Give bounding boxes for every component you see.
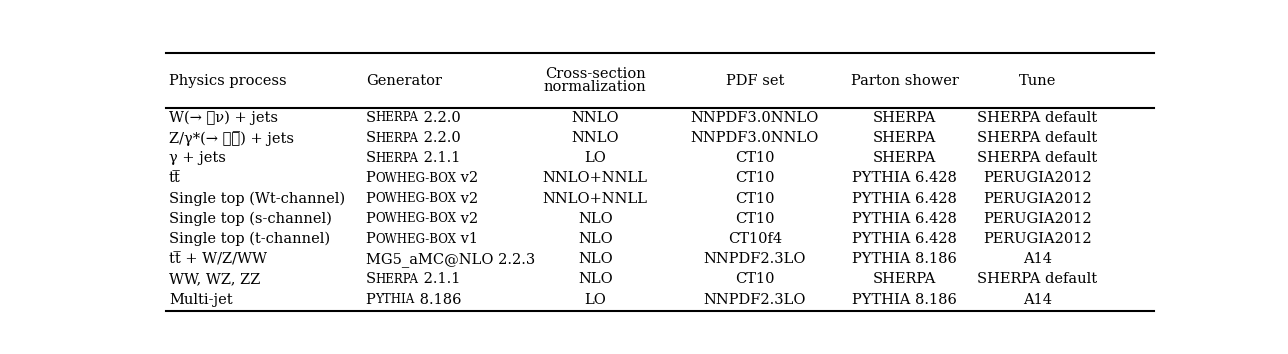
Text: OWHEG-BOX: OWHEG-BOX (375, 233, 456, 246)
Text: Tune: Tune (1019, 74, 1056, 88)
Text: WW, WZ, ZZ: WW, WZ, ZZ (169, 272, 260, 286)
Text: A14: A14 (1023, 252, 1052, 266)
Text: NNPDF3.0NNLO: NNPDF3.0NNLO (690, 111, 819, 125)
Text: P: P (366, 292, 375, 307)
Text: NNPDF2.3LO: NNPDF2.3LO (703, 252, 806, 266)
Text: PERUGIA2012: PERUGIA2012 (983, 192, 1092, 206)
Text: SHERPA: SHERPA (873, 131, 936, 145)
Text: LO: LO (585, 292, 607, 307)
Text: PDF set: PDF set (725, 74, 784, 88)
Text: Single top (Wt-channel): Single top (Wt-channel) (169, 192, 345, 206)
Text: A14: A14 (1023, 292, 1052, 307)
Text: 8.186: 8.186 (415, 292, 461, 307)
Text: SHERPA default: SHERPA default (978, 151, 1097, 165)
Text: LO: LO (585, 151, 607, 165)
Text: CT10: CT10 (735, 212, 774, 226)
Text: W(→ ℓν) + jets: W(→ ℓν) + jets (169, 111, 278, 125)
Text: NNLO: NNLO (572, 131, 620, 145)
Text: Single top (t-channel): Single top (t-channel) (169, 232, 330, 246)
Text: Single top (s-channel): Single top (s-channel) (169, 212, 332, 226)
Text: CT10: CT10 (735, 151, 774, 165)
Text: normalization: normalization (544, 80, 647, 95)
Text: P: P (366, 171, 375, 185)
Text: NNLO+NNLL: NNLO+NNLL (542, 171, 648, 185)
Text: CT10f4: CT10f4 (728, 232, 782, 246)
Text: PYTHIA 8.186: PYTHIA 8.186 (853, 292, 957, 307)
Text: tt̅: tt̅ (169, 171, 180, 185)
Text: PERUGIA2012: PERUGIA2012 (983, 171, 1092, 185)
Text: 2.2.0: 2.2.0 (419, 111, 461, 125)
Text: CT10: CT10 (735, 192, 774, 206)
Text: NNLO: NNLO (572, 111, 620, 125)
Text: PYTHIA 6.428: PYTHIA 6.428 (853, 212, 957, 226)
Text: HERPA: HERPA (376, 152, 419, 165)
Text: MG5_aMC@NLO 2.2.3: MG5_aMC@NLO 2.2.3 (366, 252, 535, 267)
Text: HERPA: HERPA (376, 112, 419, 125)
Text: P: P (366, 212, 375, 226)
Text: NLO: NLO (578, 232, 613, 246)
Text: NNLO+NNLL: NNLO+NNLL (542, 192, 648, 206)
Text: Cross-section: Cross-section (545, 67, 645, 81)
Text: PYTHIA 8.186: PYTHIA 8.186 (853, 252, 957, 266)
Text: P: P (366, 192, 375, 206)
Text: Generator: Generator (366, 74, 442, 88)
Text: PYTHIA 6.428: PYTHIA 6.428 (853, 192, 957, 206)
Text: v1: v1 (456, 232, 478, 246)
Text: SHERPA: SHERPA (873, 272, 936, 286)
Text: P: P (366, 232, 375, 246)
Text: γ + jets: γ + jets (169, 151, 225, 165)
Text: S: S (366, 272, 376, 286)
Text: PYTHIA 6.428: PYTHIA 6.428 (853, 171, 957, 185)
Text: S: S (366, 111, 376, 125)
Text: Physics process: Physics process (169, 74, 287, 88)
Text: OWHEG-BOX: OWHEG-BOX (375, 192, 456, 205)
Text: S: S (366, 151, 376, 165)
Text: Parton shower: Parton shower (850, 74, 958, 88)
Text: PERUGIA2012: PERUGIA2012 (983, 212, 1092, 226)
Text: SHERPA default: SHERPA default (978, 111, 1097, 125)
Text: PERUGIA2012: PERUGIA2012 (983, 232, 1092, 246)
Text: tt̅ + W/Z/WW: tt̅ + W/Z/WW (169, 252, 267, 266)
Text: S: S (366, 131, 376, 145)
Text: NLO: NLO (578, 272, 613, 286)
Text: 2.1.1: 2.1.1 (419, 272, 460, 286)
Text: v2: v2 (456, 192, 479, 206)
Text: 2.2.0: 2.2.0 (419, 131, 461, 145)
Text: OWHEG-BOX: OWHEG-BOX (375, 172, 456, 185)
Text: SHERPA: SHERPA (873, 111, 936, 125)
Text: SHERPA default: SHERPA default (978, 272, 1097, 286)
Text: HERPA: HERPA (376, 273, 419, 286)
Text: Multi-jet: Multi-jet (169, 292, 233, 307)
Text: v2: v2 (456, 171, 479, 185)
Text: SHERPA default: SHERPA default (978, 131, 1097, 145)
Text: OWHEG-BOX: OWHEG-BOX (375, 212, 456, 225)
Text: 2.1.1: 2.1.1 (419, 151, 460, 165)
Text: Z/γ*(→ ℓℓ̅) + jets: Z/γ*(→ ℓℓ̅) + jets (169, 131, 294, 145)
Text: SHERPA: SHERPA (873, 151, 936, 165)
Text: PYTHIA 6.428: PYTHIA 6.428 (853, 232, 957, 246)
Text: v2: v2 (456, 212, 479, 226)
Text: YTHIA: YTHIA (375, 293, 415, 306)
Text: CT10: CT10 (735, 171, 774, 185)
Text: NLO: NLO (578, 212, 613, 226)
Text: NNPDF2.3LO: NNPDF2.3LO (703, 292, 806, 307)
Text: NNPDF3.0NNLO: NNPDF3.0NNLO (690, 131, 819, 145)
Text: NLO: NLO (578, 252, 613, 266)
Text: CT10: CT10 (735, 272, 774, 286)
Text: HERPA: HERPA (376, 132, 419, 145)
